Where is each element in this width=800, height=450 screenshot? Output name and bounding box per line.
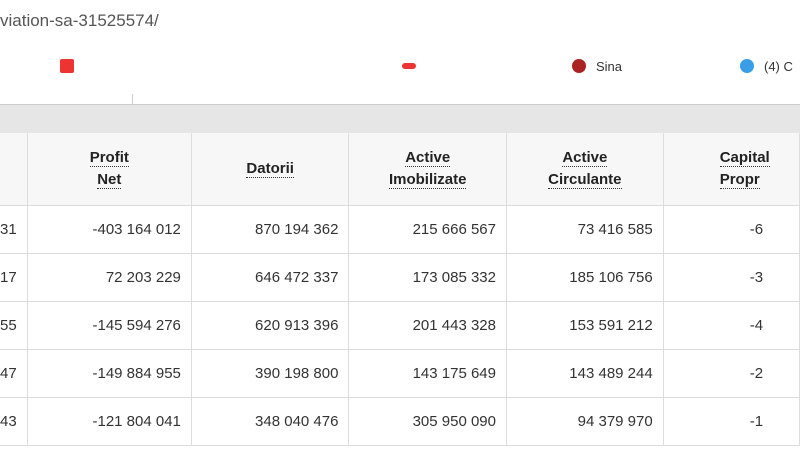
table-cell: 17 [0, 253, 28, 302]
address-bar[interactable]: viation-sa-31525574/ [0, 0, 800, 42]
header-text[interactable]: Profit [89, 149, 129, 167]
bookmarks-bar: Sina (4) C [0, 42, 800, 95]
table-cell: 47 [0, 349, 28, 398]
header-text[interactable]: Circulante [548, 171, 622, 189]
header-text[interactable]: Datorii [246, 160, 294, 178]
table-cell: -403 164 012 [27, 205, 192, 254]
table-cell: 143 489 244 [506, 349, 664, 398]
table-cell: 646 472 337 [191, 253, 350, 302]
table-cell: 153 591 212 [506, 301, 664, 350]
table-cell: -4 [663, 301, 800, 350]
header-cell: Datorii [191, 133, 350, 206]
separator [132, 94, 133, 104]
table-cell: 348 040 476 [191, 397, 350, 446]
table-cell: 143 175 649 [348, 349, 507, 398]
table-cell: -3 [663, 253, 800, 302]
table-row: 55 -145 594 276 620 913 396 201 443 328 153 … [0, 301, 800, 350]
table-cell: 620 913 396 [191, 301, 350, 350]
table-cell: 870 194 362 [191, 205, 350, 254]
table-cell: 201 443 328 [348, 301, 507, 350]
header-row: Profit Net Datorii Active Imobilizate Active C… [0, 133, 800, 206]
table-cell: -121 804 041 [27, 397, 192, 446]
url[interactable]: viation-sa-31525574/ [0, 11, 159, 30]
table-row: 31 -403 164 012 870 194 362 215 666 567 73 4… [0, 205, 800, 254]
header-text[interactable]: Propr [719, 171, 760, 189]
bookmark-icon[interactable] [402, 63, 416, 69]
table-cell: 173 085 332 [348, 253, 507, 302]
bookmark-icon[interactable] [60, 59, 74, 73]
table-cell: 185 106 756 [506, 253, 664, 302]
header-cell: Active Imobilizate [348, 133, 507, 206]
table-cell: 305 950 090 [348, 397, 507, 446]
table-row: 47 -149 884 955 390 198 800 143 175 649 143 … [0, 349, 800, 398]
header-cell: Capital Propr [663, 133, 800, 206]
table-cell: -149 884 955 [27, 349, 192, 398]
table-cell: -6 [663, 205, 800, 254]
bookmark[interactable]: (4) C [764, 59, 793, 74]
bookmark-icon[interactable] [572, 59, 586, 73]
table-toolbar [0, 105, 800, 133]
financial-table: Profit Net Datorii Active Imobilizate Active C… [0, 133, 800, 446]
table-cell: -2 [663, 349, 800, 398]
table-cell: 72 203 229 [27, 253, 192, 302]
table-row: 43 -121 804 041 348 040 476 305 950 090 94 3… [0, 397, 800, 446]
bookmark-icon[interactable] [740, 59, 754, 73]
bookmark[interactable]: Sina [596, 59, 623, 74]
header-text[interactable]: Active [562, 149, 608, 167]
table-body: 31 -403 164 012 870 194 362 215 666 567 73 4… [0, 205, 800, 446]
table-cell: 31 [0, 205, 28, 254]
table-cell: 215 666 567 [348, 205, 507, 254]
table-cell: 94 379 970 [506, 397, 664, 446]
header-cell: Profit Net [27, 133, 192, 206]
table-cell: 43 [0, 397, 28, 446]
header-cell: Active Circulante [506, 133, 664, 206]
table-cell: 390 198 800 [191, 349, 350, 398]
header-text[interactable]: Active [405, 149, 451, 167]
table-cell: -145 594 276 [27, 301, 192, 350]
header-text[interactable]: Net [97, 171, 122, 189]
table-row: 17 72 203 229 646 472 337 173 085 332 185 10… [0, 253, 800, 302]
header-text[interactable]: Capital [719, 149, 770, 167]
table-cell: 73 416 585 [506, 205, 664, 254]
header-text[interactable]: Imobilizate [388, 171, 467, 189]
table-cell: -1 [663, 397, 800, 446]
header-cell [0, 133, 28, 206]
tab-strip [0, 94, 800, 105]
table-cell: 55 [0, 301, 28, 350]
